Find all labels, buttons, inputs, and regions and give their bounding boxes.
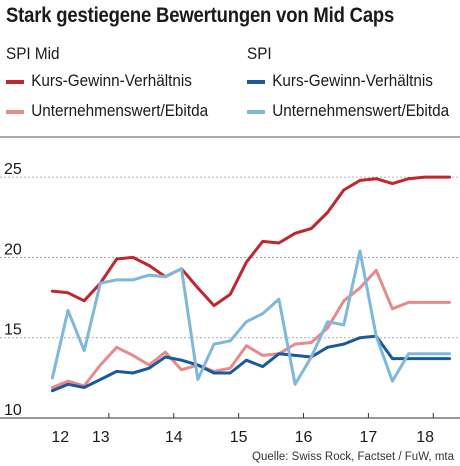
x-tick-label: 12 — [51, 429, 69, 446]
x-tick-label: 15 — [230, 429, 248, 446]
legend-spi-mid: SPI Mid Kurs-Gewinn-Verhältnis Unternehm… — [6, 42, 208, 126]
series-line — [50, 249, 451, 386]
x-tick-label: 18 — [416, 429, 434, 446]
legend-label: Unternehmenswert/Ebitda — [272, 101, 450, 120]
legend-group-title: SPI — [247, 44, 272, 63]
legend-label: Unternehmenswert/Ebitda — [31, 101, 209, 120]
legend-item: Kurs-Gewinn-Verhältnis — [6, 66, 192, 96]
y-tick-label: 25 — [4, 161, 22, 178]
legend-label: Kurs-Gewinn-Verhältnis — [31, 71, 192, 90]
y-tick-label: 10 — [4, 402, 22, 419]
series-line — [50, 334, 451, 393]
legend-item: Kurs-Gewinn-Verhältnis — [247, 66, 433, 96]
legend-item: Unternehmenswert/Ebitda — [247, 96, 449, 126]
y-tick-label: 15 — [4, 322, 22, 339]
x-tick-label: 13 — [92, 429, 110, 446]
source-note: Quelle: Swiss Rock, Factset / FuW, mta — [252, 451, 454, 463]
x-tick-label: 17 — [360, 429, 378, 446]
series-line — [50, 175, 451, 308]
legend-spi: SPI Kurs-Gewinn-Verhältnis Unternehmensw… — [247, 42, 449, 126]
x-tick-label: 14 — [165, 429, 183, 446]
series-line — [50, 268, 451, 389]
x-tick-label: 16 — [295, 429, 313, 446]
legend-swatch — [6, 110, 24, 114]
legend-swatch — [6, 80, 24, 84]
legend-group-title: SPI Mid — [6, 44, 60, 63]
chart-title: Stark gestiegene Bewertungen von Mid Cap… — [6, 4, 395, 27]
legend-label: Kurs-Gewinn-Verhältnis — [272, 71, 433, 90]
y-tick-label: 20 — [4, 241, 22, 258]
legend-item: Unternehmenswert/Ebitda — [6, 96, 208, 126]
legend-swatch — [247, 110, 265, 114]
legend-swatch — [247, 80, 265, 84]
